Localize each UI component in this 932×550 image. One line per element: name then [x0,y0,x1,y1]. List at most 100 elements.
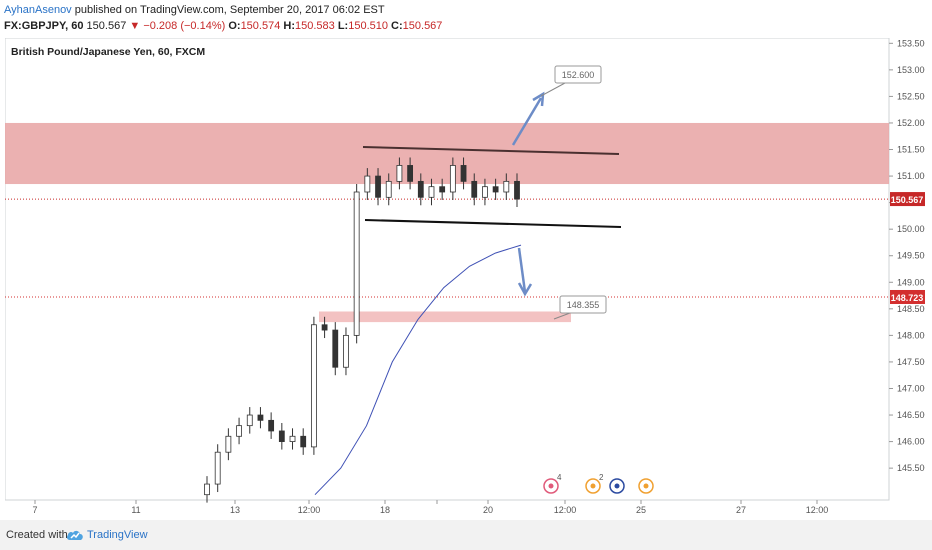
candle-body[interactable] [246,414,253,427]
y-tick-label: 146.000 [897,437,925,447]
candle-body[interactable] [321,324,328,331]
chart-header: AyhanAsenov published on TradingView.com… [4,2,928,34]
last-price: 150.567 [86,20,127,32]
high-value: 150.583 [295,20,335,32]
candle-body[interactable] [289,435,296,442]
candle-body[interactable] [236,425,242,437]
x-tick-label: 7 [32,505,37,515]
up-arrow-shaft [511,97,543,146]
y-tick-label: 145.500 [897,463,925,473]
target-callout-box[interactable] [554,65,602,84]
candle-body[interactable] [214,451,221,485]
lower-channel-line[interactable] [364,219,622,228]
low-value: 150.510 [348,20,388,32]
candle-body[interactable] [268,419,275,432]
event-marker-dot [643,483,649,489]
y-tick-label: 147.500 [897,357,925,367]
y-tick-label: 150.000 [897,224,925,234]
x-tick-label: 13 [230,505,240,515]
event-marker-count: 4 [557,473,562,482]
x-tick-label: 18 [380,505,390,515]
published-text: published on TradingView.com, September … [74,4,385,16]
candle-body[interactable] [300,435,307,448]
tradingview-cloud-icon [66,530,83,540]
candle-body[interactable] [225,435,232,453]
tradingview-brand[interactable]: TradingView [87,529,148,541]
resistance-zone-2[interactable] [319,311,571,323]
down-arrow-head [517,282,533,297]
target-leader-line [553,312,571,320]
y-tick-label: 146.500 [897,410,925,420]
event-marker-dot [590,483,596,489]
x-tick-label: 20 [483,505,493,515]
ohlc-line: FX:GBPJPY, 60 150.567 ▼ −0.208 (−0.14%) … [4,18,928,34]
price-tag-box [890,192,925,207]
resistance-zone-1[interactable] [5,122,889,185]
event-marker-dot [614,483,620,489]
x-tick-label: 12:00 [554,505,577,515]
y-tick-label: 147.000 [897,383,925,393]
price-tag-box [890,289,925,304]
candle-body[interactable] [375,175,381,198]
candle-body[interactable] [343,334,349,368]
y-tick-label: 148.000 [897,330,925,340]
candle-body[interactable] [353,191,360,336]
high-label: H: [283,20,295,32]
publish-line: AyhanAsenov published on TradingView.com… [4,2,928,18]
footer-bar: Created with TradingView [0,520,932,550]
event-marker-count: 2 [599,473,604,482]
candle-body[interactable] [460,165,467,182]
candle-body[interactable] [449,165,456,193]
candle-body[interactable] [407,165,414,182]
low-label: L: [337,20,349,32]
open-value: 150.574 [240,20,281,32]
x-tick-label: 25 [636,505,646,515]
y-tick-label: 152.500 [897,91,925,101]
candle-body[interactable] [332,329,339,368]
price-tag-label: 150.567 [891,195,924,205]
chart-area[interactable]: British Pound/Japanese Yen, 60, FXCM 152… [4,37,930,518]
candle-body[interactable] [396,165,403,182]
y-tick-label: 149.500 [897,251,925,261]
y-tick-label: 148.500 [897,304,925,314]
chart-title: British Pound/Japanese Yen, 60, FXCM [11,46,205,58]
y-tick-label: 149.000 [897,277,925,287]
created-with-text: Created with [6,529,68,541]
close-label: C: [391,20,403,32]
candle-body[interactable] [310,324,317,448]
trend-drawings[interactable] [362,91,622,297]
x-tick-label: 27 [736,505,746,515]
candle-body[interactable] [439,186,446,193]
candle-body[interactable] [385,180,392,198]
candle-body[interactable] [417,180,424,198]
close-value: 150.567 [402,20,443,32]
down-arrow-shaft [517,247,527,293]
event-marker-dot [548,483,554,489]
x-tick-label: 12:00 [298,505,321,515]
y-tick-label: 151.500 [897,145,925,155]
candle-body[interactable] [364,175,371,193]
target-leader-line [540,82,566,97]
candle-body[interactable] [492,186,499,193]
moving-average-line [314,244,522,496]
candle-body[interactable] [514,180,520,200]
candle-body[interactable] [503,180,510,193]
candle-body[interactable] [471,180,478,198]
open-label: O: [228,20,241,32]
price-tag-label: 148.723 [891,293,924,303]
x-tick-label: 12:00 [806,505,829,515]
target-callout-box[interactable] [559,295,607,314]
candle-body[interactable] [482,186,488,198]
y-tick-label: 153.500 [897,38,925,48]
candle-body[interactable] [428,186,435,198]
upper-channel-line[interactable] [362,146,620,155]
symbol-label: FX:GBPJPY, 60 [4,20,84,32]
y-tick-label: 151.000 [897,171,925,181]
candle-body[interactable] [278,430,285,442]
price-chart[interactable]: British Pound/Japanese Yen, 60, FXCM 152… [4,37,930,518]
price-change: ▼ −0.208 (−0.14%) [129,20,226,32]
candle-body[interactable] [204,483,210,496]
x-tick-label: 11 [131,505,140,515]
author-link[interactable]: AyhanAsenov [4,4,72,16]
candle-body[interactable] [257,414,264,421]
